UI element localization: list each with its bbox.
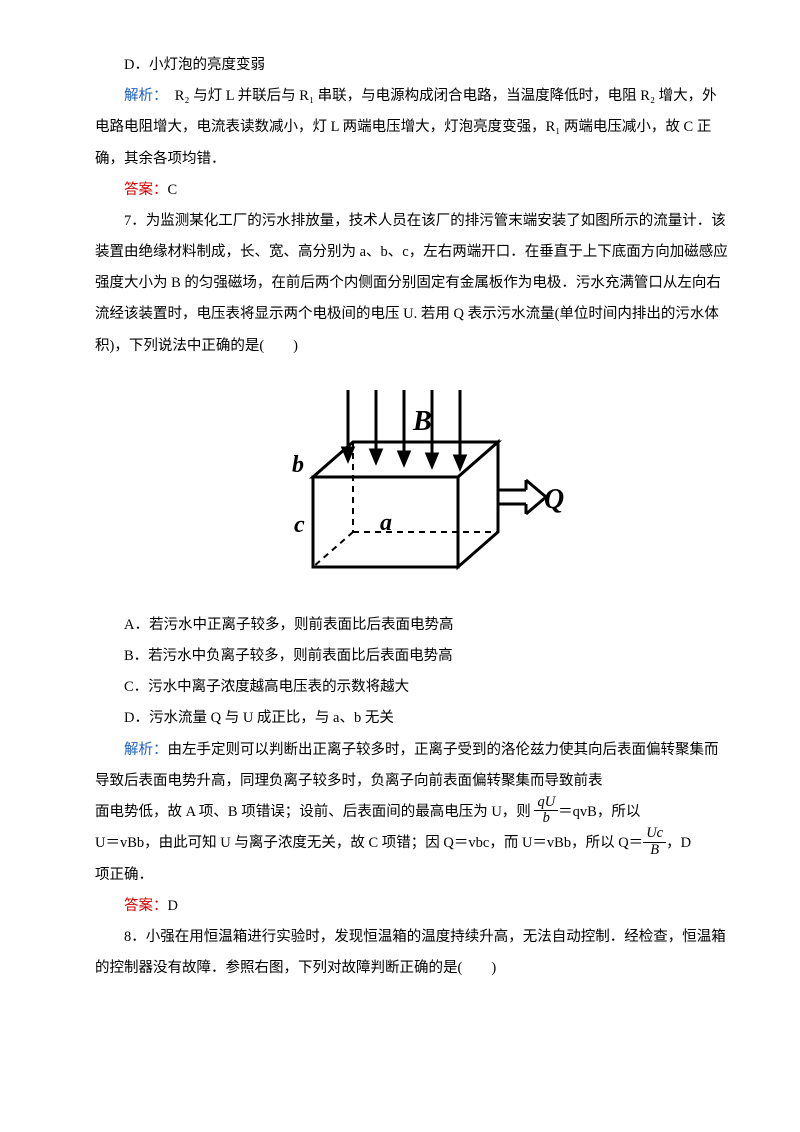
label-c: c: [294, 512, 305, 538]
q7-analysis-1: 由左手定则可以判断出正离子较多时，正离子受到的洛伦兹力使其向后表面偏转聚集而导致…: [95, 742, 719, 789]
q6-answer-value: C: [168, 182, 178, 198]
analysis-label: 解析：: [124, 88, 160, 104]
fraction-Uc-over-B: UcB: [643, 826, 666, 857]
label-Q: Q: [544, 484, 564, 515]
q7-analysis-line4: 项正确．: [95, 860, 730, 891]
q7-analysis-3a: U＝vBb，由此可知 U 与离子浓度无关，故 C 项错；因 Q＝vbc，而 U＝…: [95, 835, 643, 851]
q7-analysis-3b: ，D: [666, 835, 691, 851]
q7-analysis-line2: 面电势低，故 A 项、B 项错误；设前、后表面间的最高电压为 U，则 qUb＝q…: [95, 797, 730, 828]
q7-answer-value: D: [168, 898, 178, 914]
q6-option-d: D．小灯泡的亮度变弱: [95, 50, 730, 81]
q8-stem: 8．小强在用恒温箱进行实验时，发现恒温箱的温度持续升高，无法自动控制．经检查，恒…: [95, 922, 730, 984]
q7-figure: B b a c Q: [95, 372, 730, 604]
label-b: b: [292, 452, 304, 478]
q6-analysis: 解析： R₂ 与灯 L 并联后与 R₁ 串联，与电源构成闭合电路，当温度降低时，…: [95, 81, 730, 175]
q7-option-b: B．若污水中负离子较多，则前表面比后表面电势高: [95, 641, 730, 672]
q7-answer: 答案：D: [95, 891, 730, 922]
analysis-label: 解析：: [124, 742, 168, 758]
q7-option-c: C．污水中离子浓度越高电压表的示数将越大: [95, 672, 730, 703]
q7-stem: 7．为监测某化工厂的污水排放量，技术人员在该厂的排污管末端安装了如图所示的流量计…: [95, 206, 730, 362]
q7-analysis-line3: U＝vBb，由此可知 U 与离子浓度无关，故 C 项错；因 Q＝vbc，而 U＝…: [95, 828, 730, 859]
q6-answer: 答案：C: [95, 175, 730, 206]
label-B: B: [412, 406, 432, 437]
q7-analysis-line1: 解析：由左手定则可以判断出正离子较多时，正离子受到的洛伦兹力使其向后表面偏转聚集…: [95, 735, 730, 797]
q7-option-a: A．若污水中正离子较多，则前表面比后表面电势高: [95, 610, 730, 641]
flowmeter-diagram: B b a c Q: [258, 372, 568, 592]
label-a: a: [380, 510, 392, 536]
fraction-qU-over-b: qUb: [534, 795, 558, 826]
q7-option-d: D．污水流量 Q 与 U 成正比，与 a、b 无关: [95, 703, 730, 734]
answer-label: 答案：: [124, 898, 168, 914]
q6-analysis-text: R₂ 与灯 L 并联后与 R₁ 串联，与电源构成闭合电路，当温度降低时，电阻 R…: [95, 88, 717, 166]
page: D．小灯泡的亮度变弱 解析： R₂ 与灯 L 并联后与 R₁ 串联，与电源构成闭…: [0, 0, 800, 1132]
q7-analysis-2b: ＝qvB，所以: [558, 804, 640, 820]
q7-analysis-2a: 面电势低，故 A 项、B 项错误；设前、后表面间的最高电压为 U，则: [95, 804, 534, 820]
answer-label: 答案：: [124, 182, 168, 198]
